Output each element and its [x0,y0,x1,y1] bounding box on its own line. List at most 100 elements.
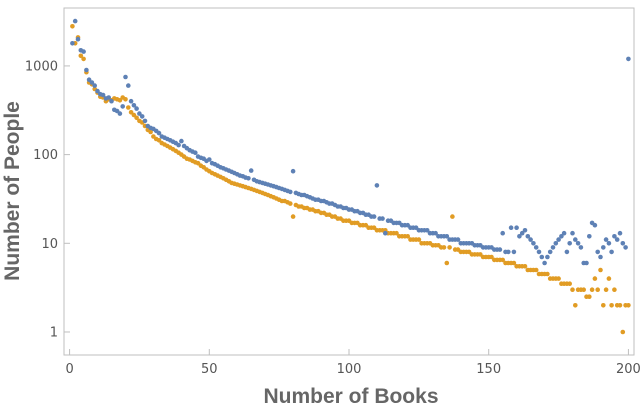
y-tick-label: 10 [41,237,58,252]
x-axis-ticks: 0 50 100 150 200 [65,349,640,377]
data-point [528,237,533,242]
x-tick-label: 100 [337,362,362,377]
data-point [587,294,592,300]
data-point [134,115,139,121]
data-point [246,176,251,181]
data-point [556,237,561,242]
x-axis-title: Number of Books [263,385,438,405]
data-point [612,234,617,239]
data-point [126,105,131,110]
data-point [433,230,438,236]
data-point [561,230,567,236]
data-point [500,230,506,236]
data-point [139,114,145,119]
data-point [447,245,452,250]
data-point [570,287,575,293]
data-point [120,104,125,109]
data-point [559,234,564,239]
data-point [288,201,293,206]
data-point [511,260,517,266]
data-point [95,88,100,94]
data-points [70,18,631,335]
data-point [450,214,455,219]
x-tick-label: 200 [616,362,640,377]
data-point [598,254,603,260]
data-point [511,249,517,255]
data-point [581,287,586,293]
data-point [405,234,411,239]
data-point [603,237,609,242]
data-point [207,157,212,162]
data-point [179,138,184,144]
data-point [567,281,572,287]
data-point [609,303,614,308]
data-point [78,53,84,59]
data-point [176,142,181,148]
data-point [545,254,550,260]
data-point [394,230,399,236]
data-point [612,287,617,293]
data-point [564,249,570,255]
y-axis-ticks: 1 10 100 1000 [25,59,70,340]
data-point [626,303,631,308]
data-point [525,234,531,239]
data-point [553,241,559,246]
data-point [455,237,461,242]
data-point [288,189,293,195]
data-point [603,287,609,293]
data-point [128,98,134,104]
data-point [533,267,539,273]
data-point [109,98,114,104]
data-point [81,56,86,62]
data-point [148,129,153,135]
data-point [117,111,123,116]
data-point [100,92,106,98]
data-point [533,245,539,250]
data-point [444,234,450,239]
data-point [123,74,128,80]
data-point [536,249,542,255]
data-point [156,138,162,143]
data-point [81,49,86,54]
x-tick-label: 150 [476,362,501,377]
data-point [620,329,626,335]
data-point [92,83,97,88]
data-point [567,241,572,246]
x-tick-label: 50 [201,362,218,377]
data-point [556,276,561,281]
data-point [142,118,148,124]
data-point [137,111,142,116]
data-point [371,214,377,219]
data-point [117,98,123,103]
data-point [606,276,612,281]
data-point [193,150,198,155]
data-point [75,36,81,42]
data-point [547,249,553,255]
y-axis-title: Number of People [1,101,24,281]
data-point [106,95,111,100]
data-point [589,287,595,293]
data-point [539,254,545,260]
data-point [592,222,598,228]
data-point [441,245,447,250]
data-point [126,83,131,88]
data-point [606,241,612,246]
data-point [617,230,623,236]
data-point [626,56,631,62]
data-point [383,230,388,236]
data-point [598,267,603,273]
data-point [508,225,514,230]
data-point [86,77,92,82]
plot-frame [63,7,635,356]
data-point [617,303,623,308]
data-point [575,241,581,246]
data-point [550,245,556,250]
data-point [374,183,380,188]
data-point [601,245,606,250]
data-point [290,214,296,219]
data-point [248,168,254,173]
data-point [595,287,600,293]
data-point [542,260,547,266]
data-point [522,228,528,233]
